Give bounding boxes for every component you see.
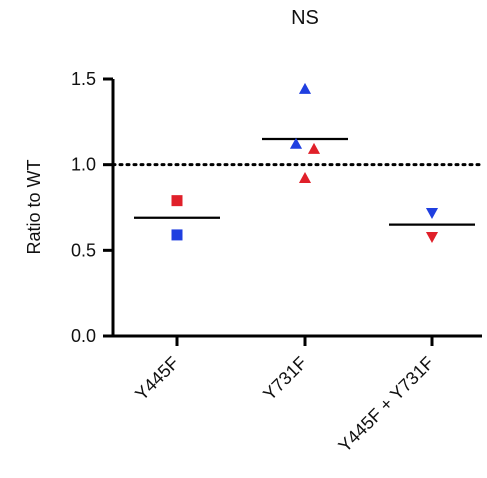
data-point-1-1 bbox=[171, 195, 183, 207]
y-axis-label: Ratio to WT bbox=[24, 159, 44, 254]
data-point-1-2 bbox=[171, 229, 183, 241]
y-tick-label: 1.5 bbox=[71, 69, 96, 89]
y-tick-label: 0.5 bbox=[71, 240, 96, 260]
x-category-label-1: Y445F bbox=[131, 353, 183, 405]
x-category-label-2: Y731F bbox=[259, 353, 311, 405]
data-point-3-2 bbox=[425, 232, 439, 244]
x-category-label-3: Y445F + Y731F bbox=[334, 353, 437, 456]
x-ticks: Y445F Y731F Y445F + Y731F bbox=[131, 336, 438, 456]
data-point-2-3 bbox=[307, 142, 321, 154]
y-ticks: 0.0 0.5 1.0 1.5 bbox=[71, 69, 113, 346]
data-point-2-2 bbox=[289, 137, 303, 149]
data-point-2-4 bbox=[298, 171, 312, 183]
mean-lines bbox=[134, 137, 475, 226]
y-tick-label: 1.0 bbox=[71, 155, 96, 175]
y-tick-label: 0.0 bbox=[71, 326, 96, 346]
data-point-2-1 bbox=[298, 82, 312, 94]
chart-annotation: NS bbox=[291, 7, 319, 29]
data-markers bbox=[171, 82, 439, 244]
data-point-3-1 bbox=[425, 208, 439, 220]
